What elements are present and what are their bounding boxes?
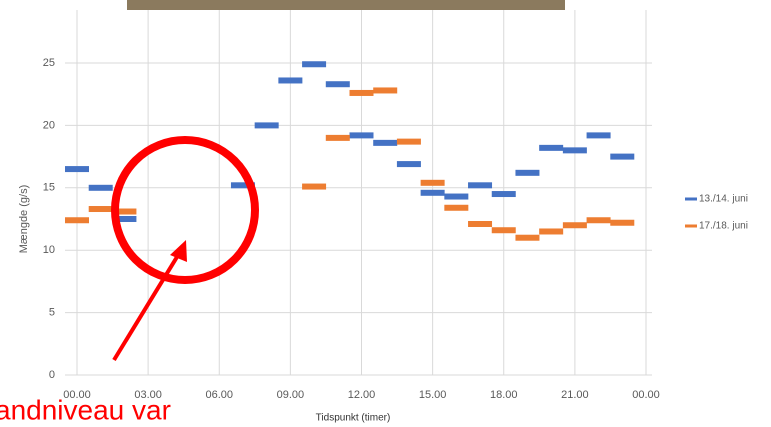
x-tick-label: 06.00 [205, 389, 233, 401]
dash-marker [421, 180, 445, 186]
dash-marker [89, 206, 113, 212]
dash-marker [539, 228, 563, 234]
dash-marker [468, 221, 492, 227]
y-tick-label: 25 [43, 57, 55, 69]
dash-marker [444, 205, 468, 211]
x-tick-label: 12.00 [348, 389, 376, 401]
dash-marker [468, 182, 492, 188]
dash-marker [397, 139, 421, 145]
dash-marker [65, 217, 89, 223]
dash-marker [326, 135, 350, 141]
dash-marker [492, 191, 516, 197]
dash-marker [539, 145, 563, 151]
dash-marker [563, 147, 587, 153]
dash-marker [421, 190, 445, 196]
dash-marker [326, 81, 350, 87]
y-tick-label: 10 [43, 244, 55, 256]
dash-marker [89, 185, 113, 191]
y-axis-label: Mængde (g/s) [18, 185, 30, 253]
dash-marker [587, 132, 611, 138]
dash-marker [492, 227, 516, 233]
photo-strip [127, 0, 565, 10]
dash-marker [350, 132, 374, 138]
dash-marker [302, 184, 326, 190]
dash-marker [278, 77, 302, 83]
dash-marker [610, 154, 634, 160]
arrow-head [170, 240, 187, 262]
dash-marker [444, 194, 468, 200]
x-tick-label: 00.00 [632, 389, 660, 401]
x-tick-label: 21.00 [561, 389, 589, 401]
legend-swatch [685, 198, 697, 201]
legend-swatch [685, 225, 697, 228]
dash-marker [373, 140, 397, 146]
dash-marker [373, 87, 397, 93]
y-tick-label: 15 [43, 182, 55, 194]
dash-marker [65, 166, 89, 172]
chart: Mængde (g/s) Tidspunkt (timer) 0 5 10 15 20 2… [0, 0, 771, 427]
legend-label: 13./14. juni [699, 194, 748, 205]
legend-label: 17./18. juni [699, 221, 748, 232]
dash-marker [563, 222, 587, 228]
x-tick-label: 18.00 [490, 389, 518, 401]
x-tick-label: 15.00 [419, 389, 447, 401]
y-tick-label: 20 [43, 119, 55, 131]
dash-marker [515, 170, 539, 176]
dash-marker [515, 235, 539, 241]
y-tick-label: 5 [49, 307, 55, 319]
dash-marker [397, 161, 421, 167]
x-tick-label: 09.00 [277, 389, 305, 401]
y-tick-label: 0 [49, 369, 55, 381]
dash-marker [587, 217, 611, 223]
x-axis-label: Tidspunkt (timer) [316, 413, 391, 424]
dash-marker [302, 61, 326, 67]
annotation: andniveau var [0, 394, 171, 425]
dash-marker [255, 122, 279, 128]
dash-marker [610, 220, 634, 226]
dash-marker [350, 90, 374, 96]
